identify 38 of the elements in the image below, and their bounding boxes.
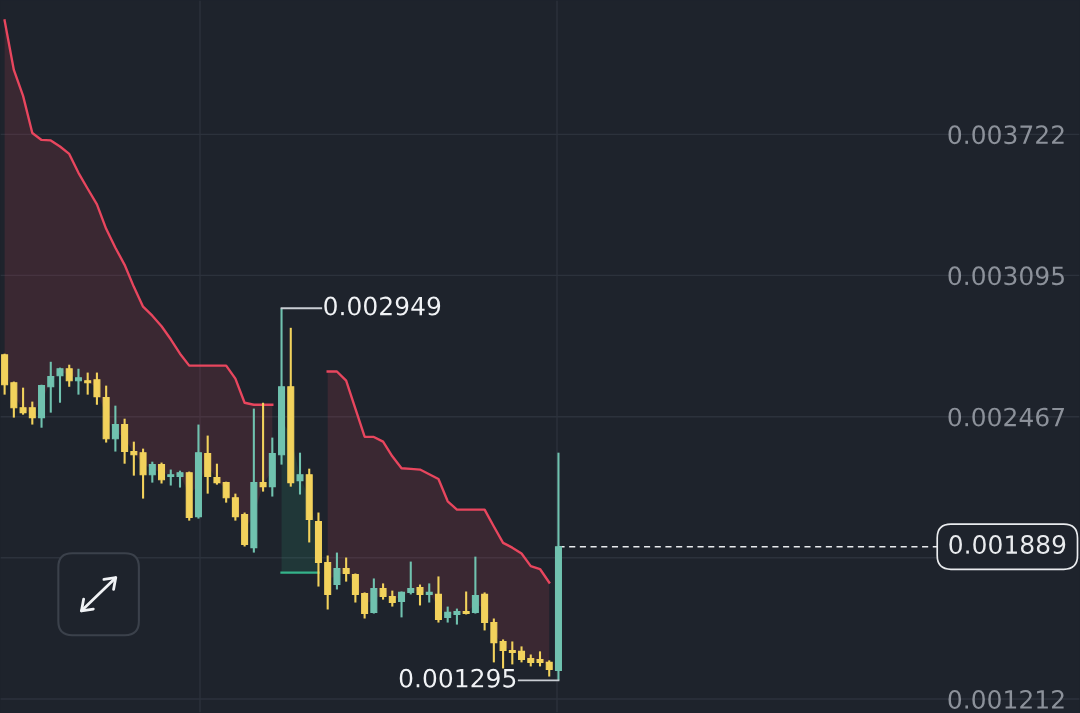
candlestick: [499, 638, 507, 670]
candlestick: [139, 447, 147, 500]
ref-line-label: 0.001889: [949, 535, 1066, 554]
candlestick: [158, 461, 166, 485]
candlestick: [416, 583, 424, 607]
candlestick: [508, 640, 516, 666]
candlestick: [65, 363, 73, 388]
candlestick: [490, 617, 498, 664]
candlestick: [28, 400, 36, 426]
candlestick: [130, 440, 138, 477]
candlestick: [204, 434, 212, 495]
candlestick: [259, 401, 267, 493]
candlestick: [296, 451, 304, 496]
candlestick: [19, 386, 27, 416]
candlestick: [407, 560, 415, 596]
candlestick: [342, 556, 350, 583]
candlestick: [471, 555, 479, 615]
candlestick: [148, 460, 156, 484]
candlestick: [213, 462, 221, 486]
y-tick-label: 0.002467: [948, 407, 1064, 427]
candlestick: [333, 551, 341, 591]
candlestick: [370, 577, 378, 615]
y-tick-label: 0.003722: [948, 125, 1064, 145]
candlestick: [231, 492, 239, 522]
candlestick: [351, 572, 359, 604]
candlestick: [74, 367, 82, 396]
annotation: 0.002949: [324, 296, 441, 316]
candlestick: [47, 360, 55, 414]
annotation: 0.001295: [399, 668, 516, 688]
candlestick: [398, 590, 406, 619]
candlestick: [425, 582, 433, 604]
candlestick: [361, 591, 369, 620]
candlestick: [56, 366, 64, 404]
candlestick: [93, 371, 101, 406]
y-tick-label: 0.001212: [948, 689, 1064, 709]
candlestick: [84, 371, 92, 396]
candlestick: [111, 404, 119, 453]
y-tick-label: 0.003095: [948, 266, 1064, 286]
